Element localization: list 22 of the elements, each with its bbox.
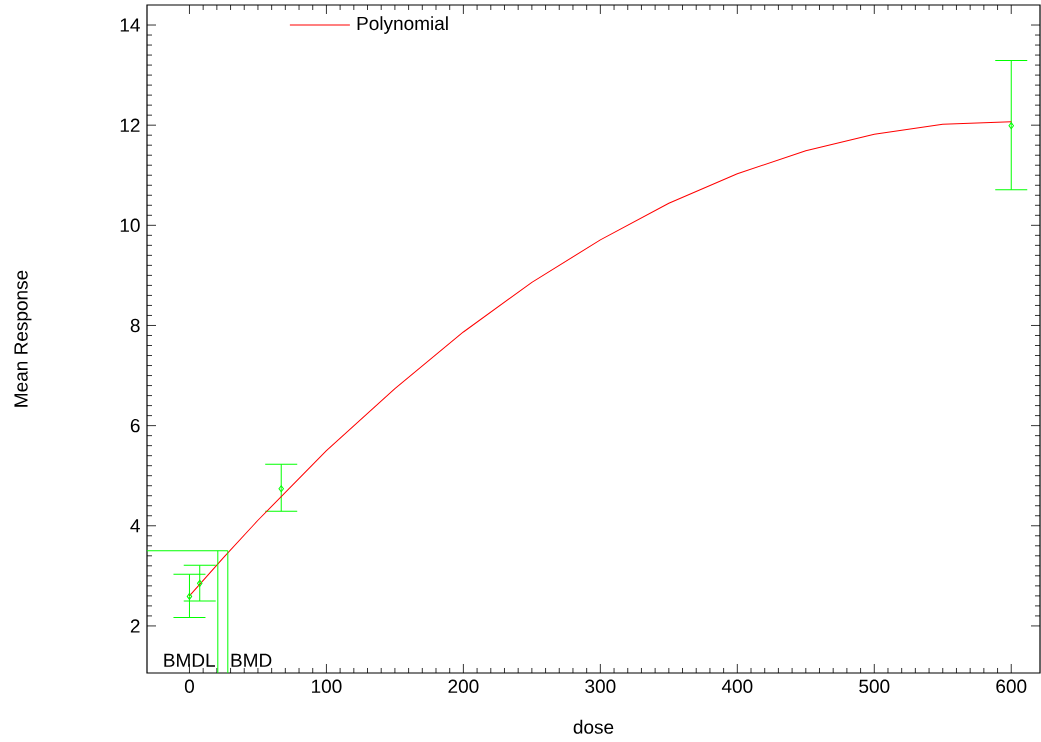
point <box>1008 122 1014 130</box>
y-tick-label: 8 <box>130 318 140 333</box>
x-tick-label: 400 <box>721 679 753 693</box>
point <box>186 592 193 600</box>
x-tick-label: 600 <box>996 679 1027 693</box>
x-tick-label: 500 <box>859 679 890 693</box>
ref-line-label: BMD <box>231 653 272 667</box>
y-tick-label: 6 <box>130 418 140 433</box>
legend-label: Polynomial <box>357 16 448 34</box>
y-tick-label: 4 <box>130 519 140 533</box>
x-tick-label: 0 <box>184 679 194 693</box>
y-tick-label: 2 <box>130 619 140 633</box>
y-tick-label: 10 <box>120 218 140 233</box>
y-tick-label: 14 <box>120 18 140 32</box>
x-tick-label: 100 <box>312 679 342 693</box>
x-tick-label: 300 <box>585 679 616 693</box>
line-series <box>188 121 1012 597</box>
y-axis-title: Mean Response <box>14 270 32 407</box>
ref-line-label: BMDL <box>164 653 215 667</box>
x-axis-title: dose <box>573 719 614 734</box>
x-tick-label: 200 <box>448 679 479 693</box>
y-tick-label: 12 <box>120 118 140 132</box>
